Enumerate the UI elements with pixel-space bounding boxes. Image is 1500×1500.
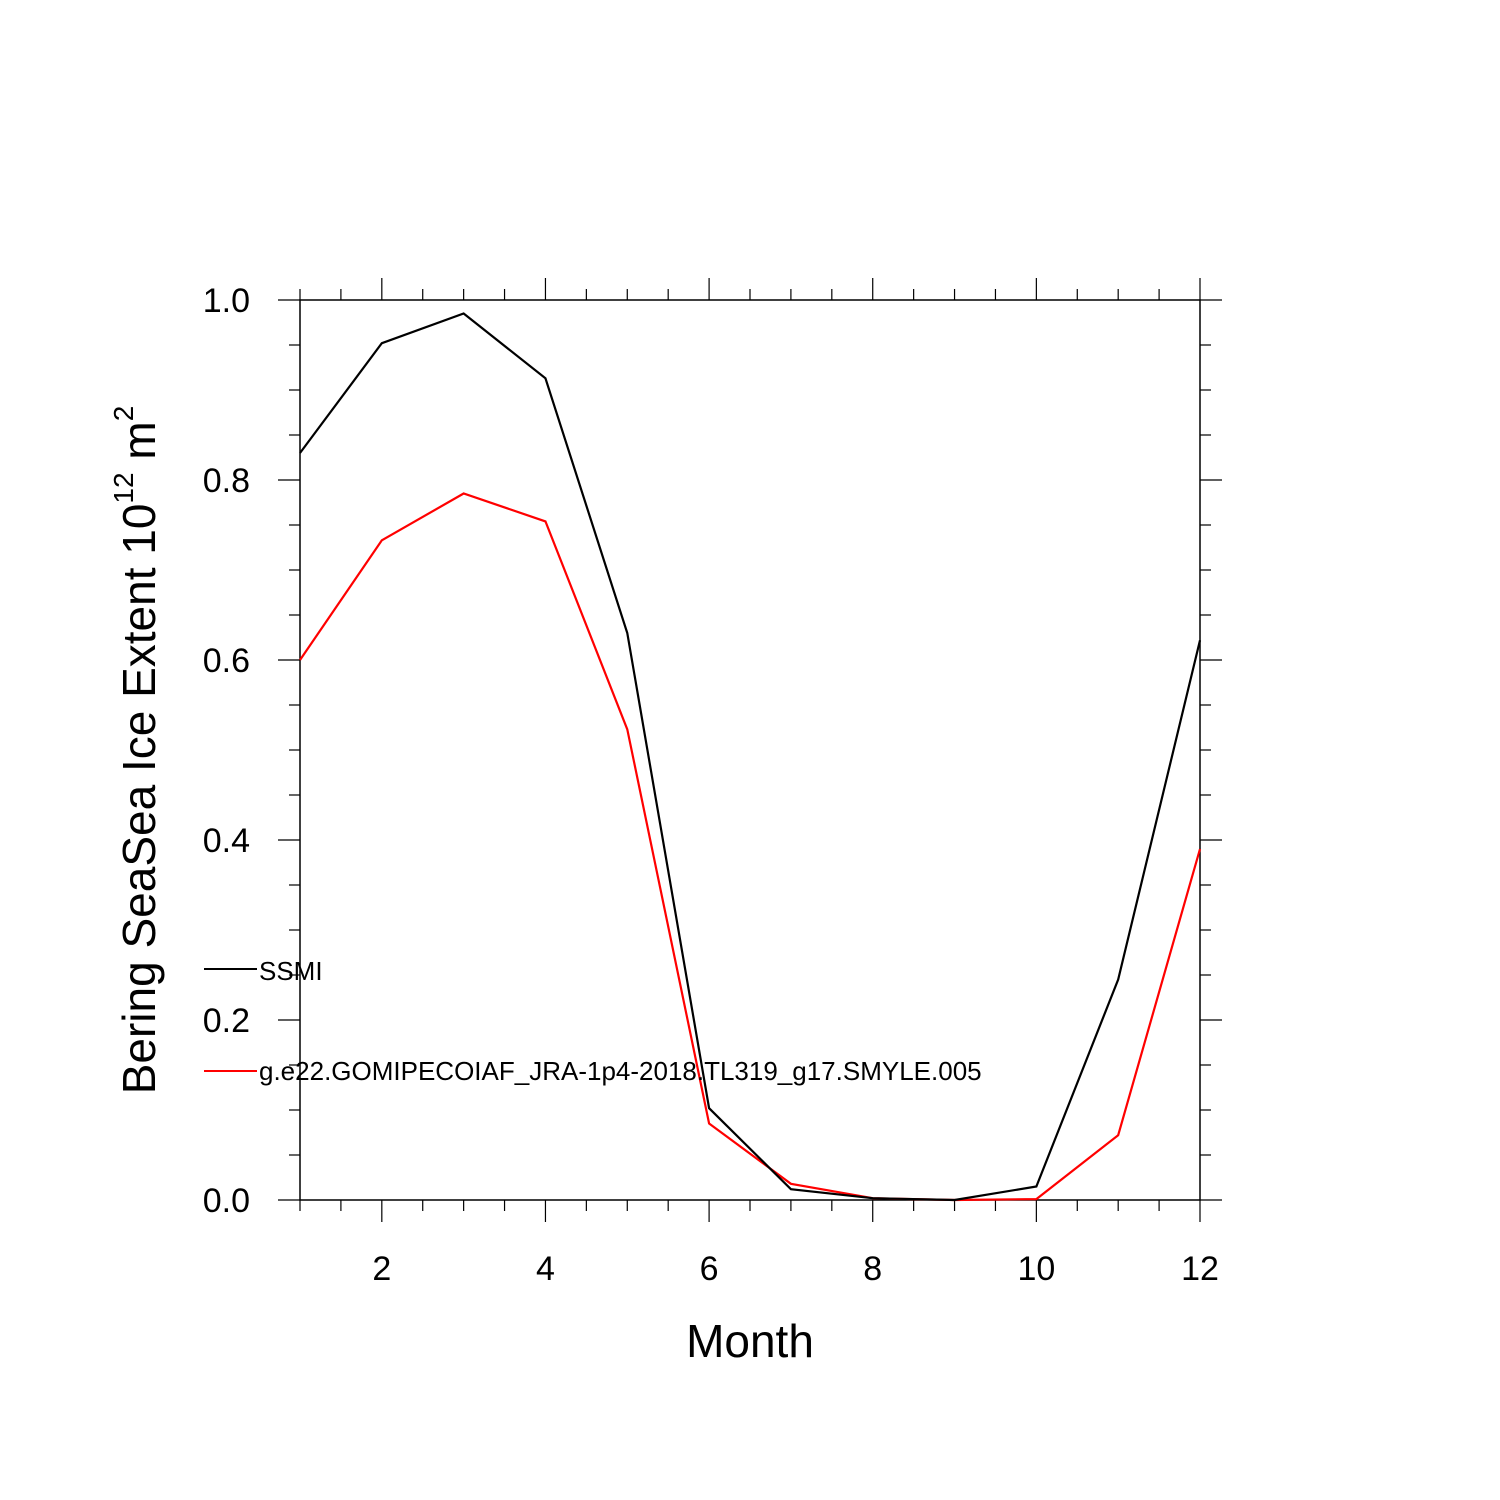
x-axis-title: Month — [686, 1315, 814, 1367]
series-line-model — [299, 492, 1202, 1202]
y-tick-label: 0.8 — [203, 462, 250, 500]
x-tick-label: 10 — [1017, 1250, 1055, 1288]
y-tick-label: 0.6 — [203, 642, 250, 680]
y-axis-title-main: Bering SeaSea Ice Extent 10 — [113, 504, 165, 1095]
y-tick-label: 1.0 — [203, 282, 250, 320]
x-tick-label: 6 — [700, 1250, 719, 1288]
x-tick-label: 4 — [536, 1250, 555, 1288]
y-axis-title-unit-exponent: 2 — [108, 406, 139, 422]
data-series — [299, 312, 1202, 1202]
y-axis-title-unit: m — [113, 421, 165, 472]
y-tick-label: 0.0 — [203, 1182, 250, 1220]
y-tick-label: 0.2 — [203, 1002, 250, 1040]
y-axis-title: Bering SeaSea Ice Extent 1012 m2 — [108, 406, 165, 1095]
legend-label-model: g.e22.GOMIPECOIAF_JRA-1p4-2018.TL319_g17… — [259, 1056, 982, 1086]
y-tick-label: 0.4 — [203, 822, 250, 860]
x-tick-label: 8 — [863, 1250, 882, 1288]
legend: SSMI g.e22.GOMIPECOIAF_JRA-1p4-2018.TL31… — [204, 956, 982, 1086]
axis-ticks — [278, 278, 1222, 1222]
x-tick-label: 2 — [372, 1250, 391, 1288]
x-tick-label: 12 — [1181, 1250, 1219, 1288]
y-axis-title-exponent: 12 — [108, 472, 139, 503]
legend-label-ssmi: SSMI — [259, 956, 323, 986]
axis-tick-labels: 2 4 6 8 10 12 0.0 0.2 0.4 0.6 0.8 1.0 — [203, 282, 1219, 1288]
series-line-ssmi — [299, 312, 1202, 1202]
